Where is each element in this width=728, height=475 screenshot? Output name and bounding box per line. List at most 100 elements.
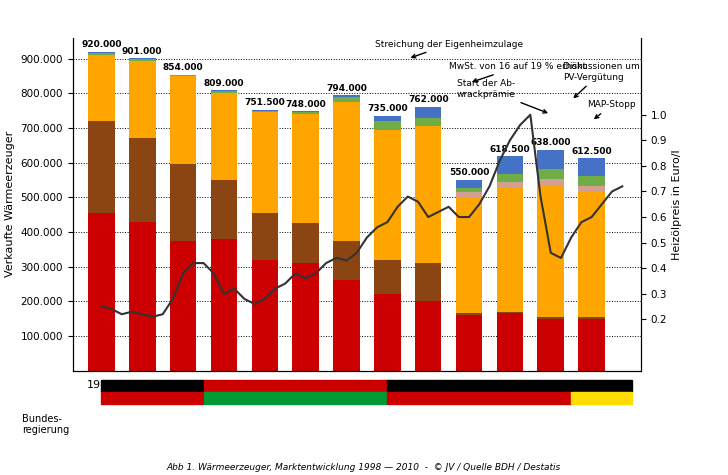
Heizölpreis [138,312,146,317]
Bar [496,156,523,173]
Bar [537,38,565,371]
Bar [88,213,115,370]
Bar [88,52,115,53]
Y-axis label: Heizölpreis in Euro/l: Heizölpreis in Euro/l [673,149,682,259]
Bar [250,38,279,371]
Y-axis label: Verkaufte Wärmeerzeuger: Verkaufte Wärmeerzeuger [5,131,15,277]
Bar [577,38,606,371]
Text: 920.000: 920.000 [81,40,122,49]
Bar [252,110,278,111]
Bar [293,114,319,223]
Text: Abb 1. Wärmeerzeuger, Marktentwicklung 1998 — 2010  -  © JV / Quelle BDH / Desta: Abb 1. Wärmeerzeuger, Marktentwicklung 1… [167,463,561,472]
Bar [170,75,197,76]
Bar [496,38,524,371]
Bar [414,38,443,371]
Text: 748.000: 748.000 [285,100,326,109]
Bar [571,380,633,392]
Heizölpreis [444,204,453,209]
Bar [210,38,238,371]
Text: 794.000: 794.000 [326,84,367,93]
Bar [169,38,197,371]
Bar [333,102,360,241]
Bar [170,241,197,370]
Bar [293,263,319,370]
Bar [210,91,237,94]
Text: MwSt. von 16 auf 19 % erhöht: MwSt. von 16 auf 19 % erhöht [448,62,586,82]
Bar [374,116,400,121]
Heizölpreis [424,214,432,220]
Bar [456,180,483,188]
Bar [578,192,605,317]
Bar [210,239,237,370]
Bar [291,38,320,371]
Bar [537,179,564,185]
Text: 638.000: 638.000 [531,138,571,147]
Heizölpreis [383,219,392,225]
Heizölpreis [291,270,300,276]
Bar [415,118,441,126]
Bar [333,241,360,280]
Bar [374,260,400,294]
Bar [374,294,400,370]
Bar [374,121,400,130]
Text: 751.500: 751.500 [245,98,285,107]
Bar [252,113,278,213]
Text: 809.000: 809.000 [204,78,244,87]
Bar [252,260,278,371]
Bar [456,315,483,370]
Text: 735.000: 735.000 [367,104,408,113]
Bar [537,317,564,319]
Bar [578,158,605,176]
Bar [101,392,204,404]
Bar [293,112,319,114]
Bar [333,97,360,102]
Bar [415,126,441,263]
Bar [129,59,156,60]
Bar [252,213,278,260]
Bar [496,314,523,370]
Bar [374,130,400,260]
Bar [456,192,483,197]
Heizölpreis [618,183,627,189]
Text: Streichung der Eigenheimzulage: Streichung der Eigenheimzulage [375,39,523,58]
Bar [496,187,523,312]
Bar [456,197,483,314]
Text: Start der Ab-
wrackprämie: Start der Ab- wrackprämie [456,79,547,113]
Bar [252,111,278,113]
Bar [88,53,115,55]
Bar [537,150,564,169]
Bar [578,317,605,319]
Bar [293,223,319,263]
Bar [415,301,441,370]
Bar [128,38,157,371]
Bar [496,173,523,182]
Bar [88,121,115,213]
Line: Heizölpreis: Heizölpreis [101,115,622,317]
Heizölpreis [97,304,106,309]
Bar [496,312,523,314]
Bar [578,176,605,186]
Bar [129,58,156,59]
Bar [170,164,197,241]
Bar [578,186,605,192]
Heizölpreis [352,250,361,256]
Bar [387,380,571,392]
Heizölpreis [526,112,534,118]
Bar [537,185,564,317]
Bar [333,280,360,370]
Text: MAP-Stopp: MAP-Stopp [587,100,636,118]
Text: Diskussionen um
PV-Vergütung: Diskussionen um PV-Vergütung [563,62,640,97]
Bar [129,221,156,370]
Bar [415,106,441,118]
Bar [88,55,115,121]
Bar [170,76,197,164]
Bar [571,392,633,404]
Text: 618.500: 618.500 [490,144,530,153]
Bar [204,392,387,404]
Bar [210,90,237,91]
Bar [578,319,605,370]
Bar [332,38,361,371]
Bar [537,169,564,179]
Bar [456,188,483,192]
Bar [456,314,483,315]
